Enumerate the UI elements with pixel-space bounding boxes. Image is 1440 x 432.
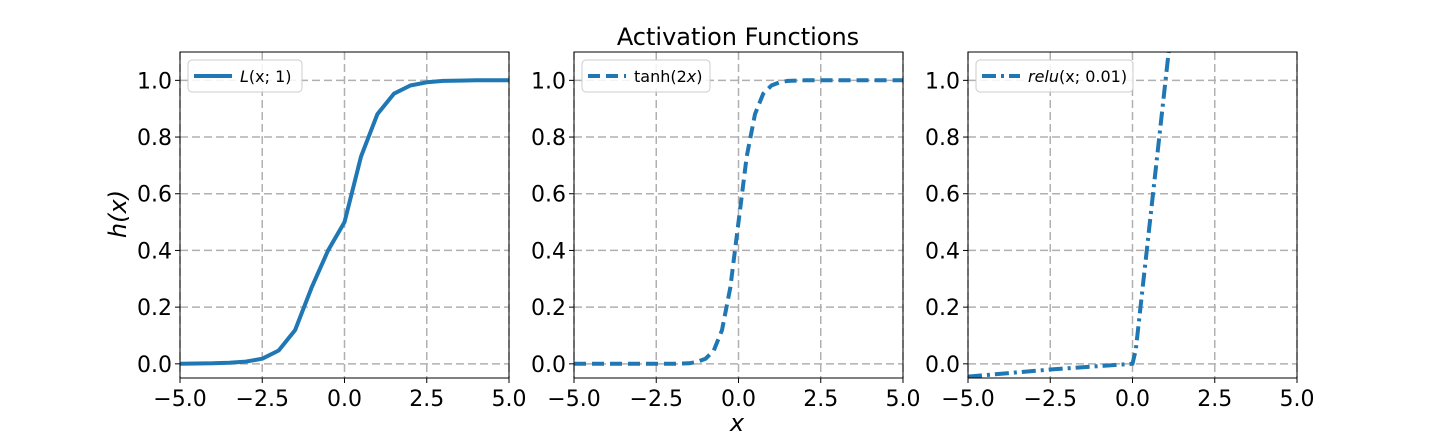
legend-box — [975, 59, 1134, 93]
x-tick-label: 2.5 — [803, 387, 838, 412]
y-axis-label: h(x) — [104, 190, 132, 238]
legend-box — [581, 59, 711, 93]
y-tick-label: 1.0 — [531, 69, 566, 94]
x-tick-label: 2.5 — [409, 387, 444, 412]
figure-title: Activation Functions — [617, 23, 859, 51]
x-tick-label: 5.0 — [886, 387, 921, 412]
y-tick-label: 0.8 — [531, 126, 566, 151]
x-tick-label: 2.5 — [1197, 387, 1232, 412]
x-tick-label: 0.0 — [327, 387, 362, 412]
x-tick-label: 5.0 — [492, 387, 527, 412]
x-axis-label: x — [729, 409, 745, 432]
y-tick-label: 1.0 — [925, 69, 960, 94]
x-tick-label: −5.0 — [153, 387, 206, 412]
y-tick-label: 0.0 — [137, 353, 172, 378]
legend-label: L(x; 1) — [240, 67, 292, 86]
y-tick-label: 0.4 — [137, 239, 172, 264]
x-tick-label: 0.0 — [721, 387, 756, 412]
y-tick-label: 0.4 — [925, 239, 960, 264]
y-tick-label: 0.2 — [531, 296, 566, 321]
series-line-3 — [968, 52, 1171, 378]
y-tick-label: 0.6 — [925, 183, 960, 208]
x-tick-label: −2.5 — [1024, 387, 1077, 412]
legend-label: tanh(2x) — [634, 67, 703, 86]
panel-2: −5.0 −2.5 0.0 2.5 5.0 0.0 0.2 0.4 0.6 0.8 1.0 tanh(… — [531, 51, 921, 412]
y-tick-label: 0.6 — [137, 183, 172, 208]
legend-box — [187, 59, 303, 93]
y-tick-label: 0.0 — [531, 353, 566, 378]
x-tick-label: 0.0 — [1115, 387, 1150, 412]
x-tick-label: 5.0 — [1280, 387, 1315, 412]
series-line-1 — [180, 78, 509, 366]
panels: −5.0 −2.5 0.0 2.5 5.00.00.20.40.60.81.0 L(x; … — [137, 51, 1315, 412]
y-tick-label: 0.2 — [137, 296, 172, 321]
legend-label: relu(x; 0.01) — [1028, 67, 1127, 86]
y-tick-label: 0.8 — [925, 126, 960, 151]
x-tick-label: −5.0 — [941, 387, 994, 412]
y-tick-label: 1.0 — [137, 69, 172, 94]
x-tick-label: −2.5 — [236, 387, 289, 412]
y-tick-label: 0.4 — [531, 239, 566, 264]
y-tick-label: 0.6 — [531, 183, 566, 208]
y-tick-label: 0.2 — [925, 296, 960, 321]
x-tick-label: −5.0 — [547, 387, 600, 412]
y-tick-label: 0.8 — [137, 126, 172, 151]
series-line-2 — [574, 78, 903, 366]
x-tick-label: −2.5 — [630, 387, 683, 412]
legend: tanh(2x) — [581, 59, 711, 93]
panel-3: −5.0 −2.5 0.0 2.5 5.0 0.0 0.2 0.4 0.6 0.8 1.0 relu(… — [925, 51, 1315, 412]
panel-1: −5.0 −2.5 0.0 2.5 5.0 0.0 0.2 0.4 0.6 0.8 1.0 L(x; … — [137, 51, 527, 412]
legend: relu(x; 0.01) — [975, 59, 1134, 93]
y-tick-label: 0.0 — [925, 353, 960, 378]
legend: L(x; 1) — [187, 59, 303, 93]
